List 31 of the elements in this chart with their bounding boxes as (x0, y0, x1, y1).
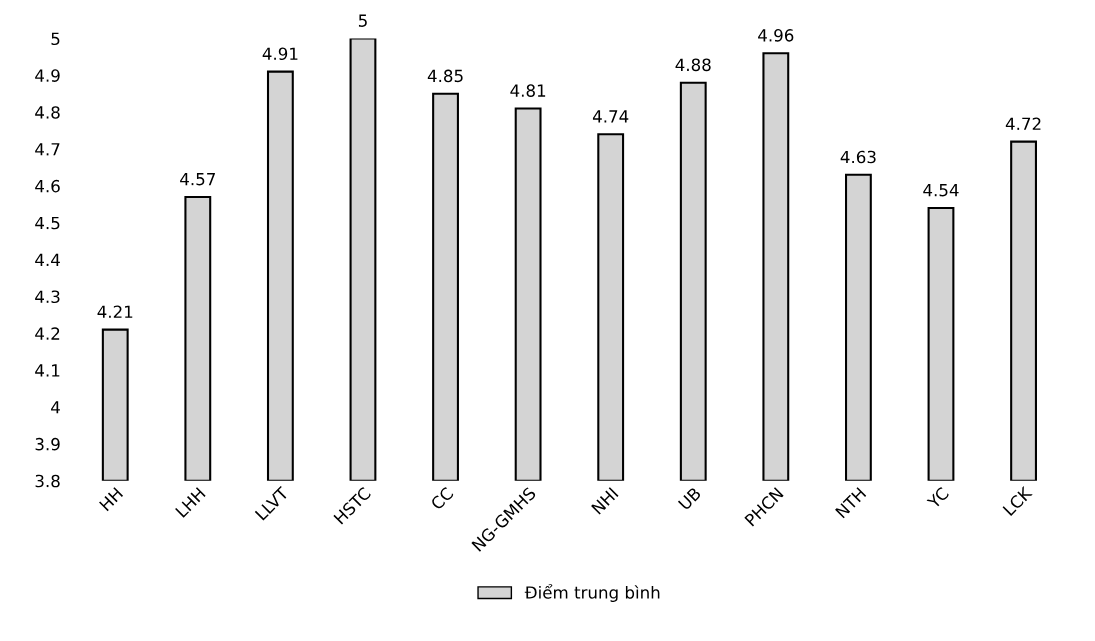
data-label: 4.74 (592, 110, 629, 123)
legend-label: Điểm trung bình (524, 584, 660, 603)
data-label: 4.81 (510, 84, 546, 97)
data-label: 4.85 (427, 69, 463, 83)
y-tick-label: 5 (51, 32, 60, 46)
y-tick-label: 4.8 (35, 106, 60, 119)
data-label: 4.88 (675, 58, 711, 72)
y-tick-label: 4.5 (35, 216, 60, 230)
data-label: 4.57 (180, 173, 215, 186)
y-tick-label: 4.1 (35, 364, 60, 377)
x-tick-label: NHI (591, 487, 619, 515)
y-tick-label: 4.6 (35, 179, 60, 193)
data-label: 4.72 (1005, 117, 1041, 130)
y-tick-label: 3.8 (35, 474, 60, 488)
y-tick-label: 3.9 (35, 437, 60, 451)
data-label: 4.96 (758, 29, 794, 42)
data-label: 4.63 (840, 150, 876, 164)
x-tick-label: YC (926, 486, 950, 510)
y-tick-label: 4.3 (35, 290, 60, 304)
x-tick-label: UB (677, 486, 702, 511)
data-label: 4.54 (923, 184, 959, 197)
data-label: 5 (358, 14, 367, 27)
y-tick-label: 4.7 (35, 143, 60, 156)
y-tick-label: 4 (51, 401, 60, 414)
y-tick-label: 4.4 (35, 253, 60, 266)
y-tick-label: 4.9 (35, 69, 60, 82)
data-label: 4.91 (262, 47, 298, 61)
x-tick-label: CC (429, 486, 455, 511)
data-label: 4.21 (97, 305, 133, 318)
x-tick-label: HH (99, 487, 124, 512)
y-tick-label: 4.2 (35, 327, 60, 340)
